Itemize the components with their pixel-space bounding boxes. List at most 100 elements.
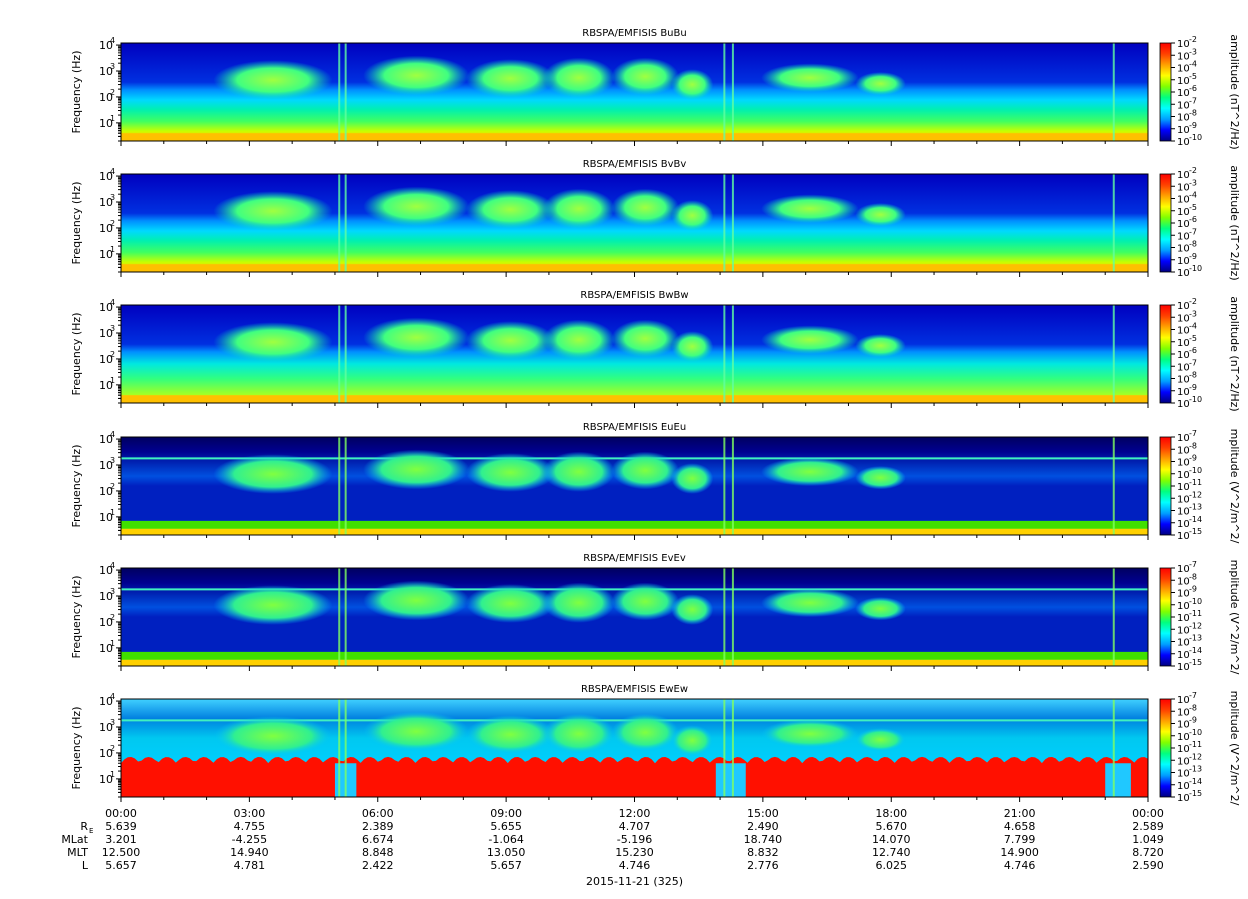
perigee-spike	[723, 43, 726, 141]
y-tick-exponent: 3	[110, 193, 115, 202]
colorbar-tick-exponent: -15	[1189, 527, 1202, 536]
colorbar-tick-exponent: -14	[1189, 646, 1202, 655]
perigee-spike	[1112, 305, 1115, 403]
wave-emission	[761, 325, 859, 355]
colorbar-tick-exponent: -3	[1189, 47, 1197, 56]
colorbar-tick-exponent: -2	[1189, 35, 1197, 44]
ephemeris-value: 8.720	[1132, 846, 1164, 859]
y-tick-exponent: 4	[110, 692, 115, 701]
y-tick-exponent: 2	[110, 219, 115, 228]
panel-1: RBSPA/EMFISIS BvBv101102103104Frequency …	[70, 159, 1241, 281]
colorbar-tick-exponent: -9	[1189, 716, 1197, 725]
y-tick-label: 10	[99, 170, 113, 183]
ephemeris-value: 3.201	[105, 833, 137, 846]
y-tick-label: 10	[99, 222, 113, 235]
colorbar-tick-label: 10	[1177, 170, 1190, 181]
colorbar-tick-label: 10	[1177, 387, 1190, 398]
wave-emission	[465, 715, 555, 754]
ephemeris-value: 5.655	[490, 820, 522, 833]
colorbar-tick-label: 10	[1177, 445, 1190, 456]
y-tick-exponent: 1	[110, 639, 115, 648]
ephemeris-value: 2.422	[362, 859, 394, 872]
low-frequency-band	[121, 520, 1148, 529]
colorbar-tick-exponent: -15	[1189, 658, 1202, 667]
colorbar-tick-label: 10	[1177, 769, 1190, 780]
colorbar	[1159, 567, 1172, 667]
panel-2: RBSPA/EMFISIS BwBw101102103104Frequency …	[70, 290, 1241, 412]
colorbar-label: mplitude (V^2/m^2/	[1228, 560, 1241, 675]
perigee-spike	[731, 305, 734, 403]
x-tick-label: 18:00	[875, 807, 907, 820]
colorbar-tick-label: 10	[1177, 76, 1190, 87]
perigee-spike	[344, 699, 347, 797]
colorbar-tick-label: 10	[1177, 399, 1190, 410]
perigee-spike	[344, 437, 347, 535]
ephemeris-label: L	[82, 859, 89, 872]
colorbar-tick-label: 10	[1177, 326, 1190, 337]
wave-emission	[465, 190, 555, 229]
ephemeris-value: 2.590	[1132, 859, 1164, 872]
ephemeris-label: MLat	[61, 833, 88, 846]
colorbar-tick-label: 10	[1177, 207, 1190, 218]
y-axis-label: Frequency (Hz)	[70, 445, 83, 528]
panel-title: RBSPA/EMFISIS BwBw	[580, 290, 688, 301]
perigee-spike	[731, 699, 734, 797]
wave-emission	[761, 719, 859, 749]
low-frequency-band	[121, 395, 1148, 403]
colorbar-tick-label: 10	[1177, 362, 1190, 373]
y-tick-label: 10	[99, 353, 113, 366]
y-tick-label: 10	[99, 117, 113, 130]
wave-emission	[542, 582, 615, 623]
x-tick-label: 03:00	[234, 807, 266, 820]
low-frequency-band	[121, 756, 1148, 797]
y-tick-exponent: 3	[110, 587, 115, 596]
colorbar	[1159, 698, 1172, 798]
y-tick-label: 10	[99, 773, 113, 786]
wave-emission	[611, 713, 680, 752]
colorbar-label: mplitude (V^2/m^2/	[1228, 429, 1241, 544]
y-tick-exponent: 1	[110, 770, 115, 779]
ephemeris-value: 14.900	[1000, 846, 1039, 859]
colorbar-tick-exponent: -5	[1189, 334, 1197, 343]
ephemeris-value: 2.389	[362, 820, 394, 833]
colorbar-tick-label: 10	[1177, 458, 1190, 469]
ephemeris-value: 6.674	[362, 833, 394, 846]
panel-4: RBSPA/EMFISIS EvEv101102103104Frequency …	[70, 553, 1241, 675]
y-tick-label: 10	[99, 511, 113, 524]
wave-emission	[363, 186, 470, 227]
y-tick-exponent: 1	[110, 114, 115, 123]
spectrogram-image	[121, 305, 1148, 403]
colorbar-tick-label: 10	[1177, 744, 1190, 755]
y-tick-label: 10	[99, 379, 113, 392]
wave-emission	[855, 334, 906, 358]
colorbar-tick-exponent: -9	[1189, 454, 1197, 463]
ephemeris-value: 2.589	[1132, 820, 1164, 833]
y-tick-label: 10	[99, 590, 113, 603]
y-tick-label: 10	[99, 301, 113, 314]
colorbar-tick-exponent: -7	[1189, 227, 1197, 236]
spectrogram-image	[121, 568, 1148, 666]
colorbar-tick-exponent: -9	[1189, 121, 1197, 130]
spectrogram-image	[121, 174, 1148, 272]
colorbar-tick-label: 10	[1177, 64, 1190, 75]
ephemeris-value: 2.490	[747, 820, 779, 833]
ephemeris-value: 4.781	[234, 859, 266, 872]
ephemeris-value: 15.230	[615, 846, 654, 859]
colorbar-tick-label: 10	[1177, 625, 1190, 636]
colorbar-tick-label: 10	[1177, 219, 1190, 230]
perigee-spike	[338, 43, 341, 141]
y-axis-label: Frequency (Hz)	[70, 182, 83, 265]
wave-emission	[542, 319, 615, 360]
colorbar-tick-label: 10	[1177, 338, 1190, 349]
ephemeris-value: 4.658	[1004, 820, 1036, 833]
y-tick-exponent: 4	[110, 430, 115, 439]
perigee-spike	[344, 305, 347, 403]
ephemeris-value: -5.196	[617, 833, 652, 846]
colorbar-tick-label: 10	[1177, 519, 1190, 530]
colorbar-tick-exponent: -10	[1189, 133, 1202, 142]
colorbar-tick-exponent: -6	[1189, 215, 1197, 224]
wave-emission	[611, 188, 680, 227]
colorbar-tick-exponent: -4	[1189, 191, 1197, 200]
wave-emission	[611, 582, 680, 621]
